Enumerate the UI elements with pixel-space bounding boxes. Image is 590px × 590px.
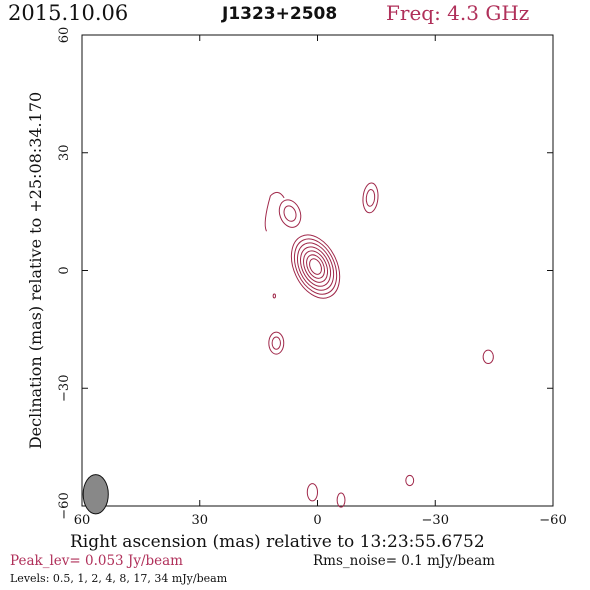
y-tick-label: 60 [57,27,72,44]
contour-line [268,331,285,355]
contour-line [278,199,302,228]
y-tick-label: 0 [57,266,72,274]
plot-frame [81,34,554,507]
x-axis-label: Right ascension (mas) relative to 13:23:… [70,532,485,552]
contour-line [300,246,332,287]
contour-line [365,189,376,207]
x-tick-label: 30 [191,513,208,528]
beam-ellipse [82,474,109,515]
contour-line [290,234,341,299]
peak-level: Peak_lev= 0.053 Jy/beam [10,553,183,569]
contour-line [272,293,277,299]
contour-line [271,336,281,350]
y-axis-label: Declination (mas) relative to +25:08:34.… [26,92,45,449]
contour-line [306,254,325,279]
x-tick-label: 0 [313,513,321,528]
frequency-label: Freq: 4.3 GHz [386,1,530,25]
contour-line [309,258,322,275]
contour-line [264,191,285,232]
contour-line [306,483,318,502]
contour-line [283,205,297,222]
contour-line [362,182,379,214]
x-tick-label: −30 [422,513,449,528]
x-tick-label: −60 [539,513,566,528]
contour-line [405,474,415,487]
contour-levels: Levels: 0.5, 1, 2, 4, 8, 17, 34 mJy/beam [10,572,228,585]
contour-line [293,238,338,295]
contour-line [296,242,335,291]
x-tick-label: 60 [74,513,91,528]
contour-line [336,492,346,508]
y-tick-label: −30 [57,375,72,402]
y-tick-label: −60 [57,492,72,519]
contour-line [303,250,329,283]
y-tick-label: 30 [57,144,72,161]
observation-date: 2015.10.06 [8,1,129,25]
rms-noise: Rms_noise= 0.1 mJy/beam [313,553,495,569]
source-name: J1323+2508 [222,4,338,24]
contour-line [482,349,494,365]
